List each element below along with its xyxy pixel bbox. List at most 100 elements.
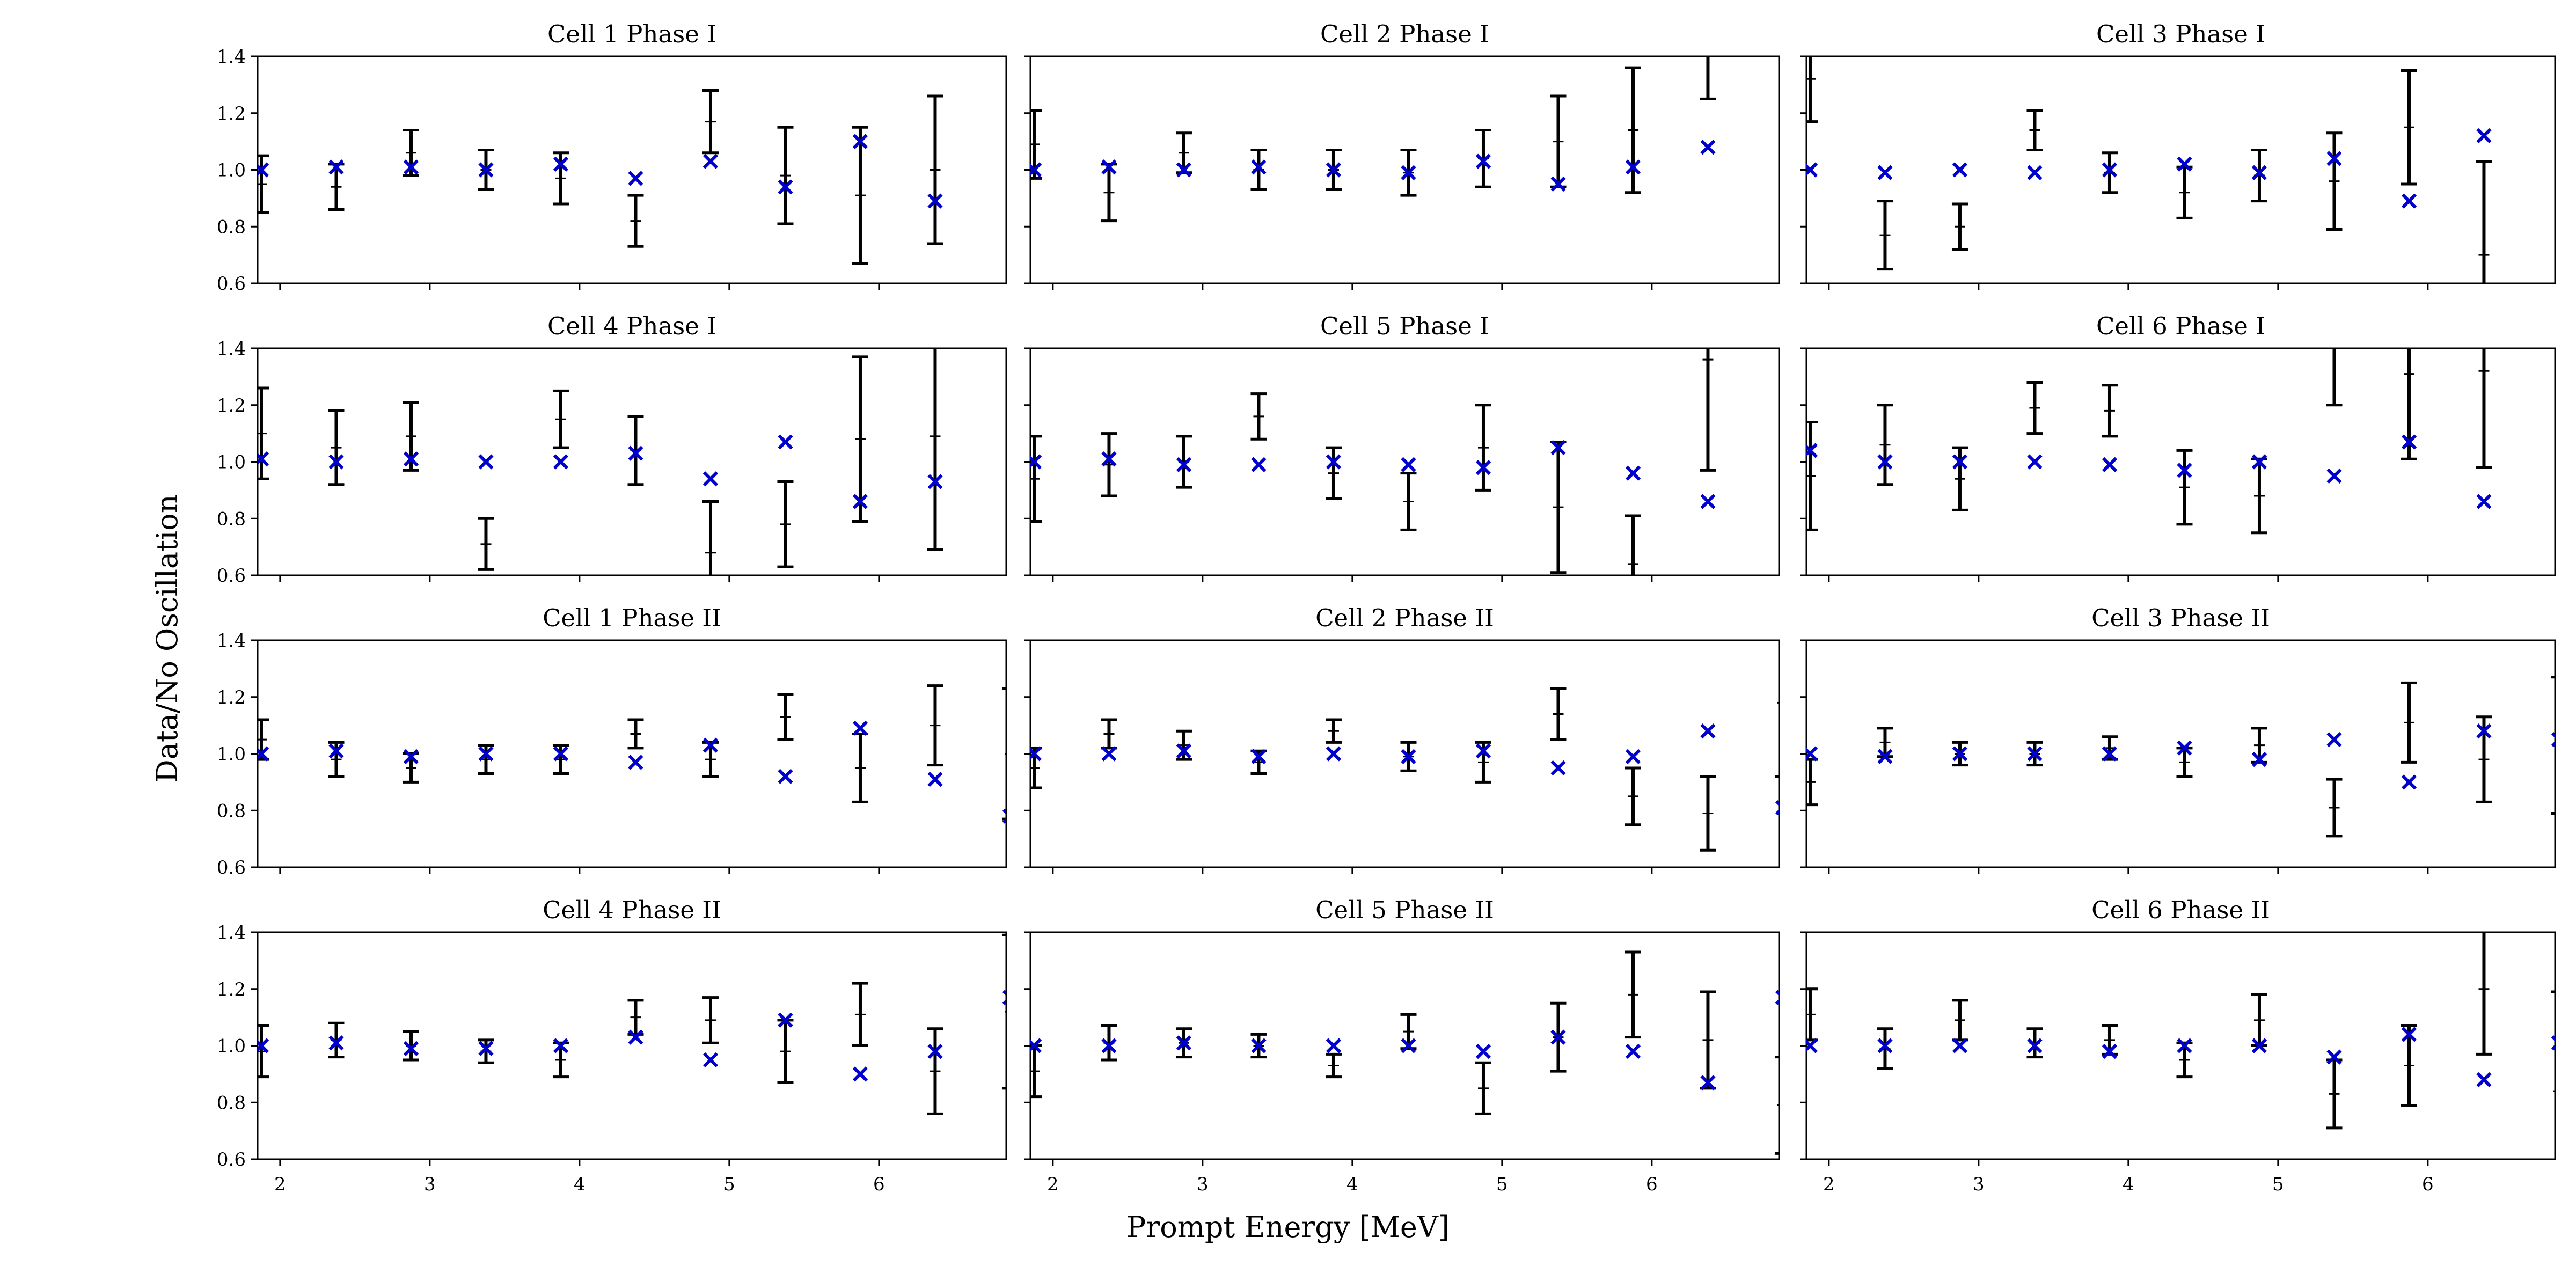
prediction-marker	[1176, 743, 1192, 759]
prediction-stroke	[1326, 746, 1342, 762]
prediction-stroke	[553, 454, 569, 470]
prediction-marker	[553, 1038, 569, 1053]
prediction-stroke	[1251, 749, 1267, 764]
prediction-marker	[1101, 159, 1117, 175]
panel-10: Cell 4 Phase II 0.6 0.8 1.0 1.2 1.4 2 3 4 5 6	[217, 896, 1007, 1195]
prediction-stroke	[1401, 749, 1416, 764]
prediction-marker	[702, 1052, 719, 1068]
y-axis-label: Data/No Oscillation	[150, 495, 184, 783]
prediction-stroke	[628, 445, 643, 461]
prediction-marker	[1326, 454, 1342, 470]
prediction-stroke	[2401, 193, 2417, 209]
y-tick-label: 0.8	[217, 508, 246, 530]
prediction-marker	[2102, 457, 2118, 472]
prediction-marker	[2401, 193, 2417, 209]
prediction-stroke	[1030, 162, 1042, 176]
prediction-marker	[1625, 159, 1641, 175]
prediction-marker	[2326, 468, 2342, 484]
x-tick-label: 4	[574, 1174, 586, 1195]
y-tick-label: 1.0	[217, 1036, 246, 1057]
x-tick-label: 3	[1197, 1174, 1209, 1195]
prediction-stroke	[1475, 459, 1491, 475]
prediction-marker	[1877, 1038, 1893, 1053]
prediction-stroke	[927, 1043, 943, 1059]
x-tick-label: 4	[1346, 1174, 1358, 1195]
prediction-stroke	[1625, 159, 1641, 175]
y-tick-label: 0.6	[217, 857, 246, 879]
panel-marks	[1030, 348, 1716, 575]
prediction-marker	[328, 159, 344, 175]
prediction-marker	[1475, 1043, 1491, 1059]
prediction-stroke	[2476, 723, 2492, 739]
panel-title: Cell 2 Phase I	[1320, 20, 1489, 48]
prediction-stroke	[2251, 454, 2267, 470]
x-tick-label: 6	[873, 1174, 885, 1195]
prediction-stroke	[553, 156, 569, 172]
prediction-marker	[403, 1041, 419, 1056]
prediction-marker	[1002, 808, 1006, 824]
panel-2: Cell 2 Phase I	[1024, 20, 1780, 290]
prediction-stroke	[2027, 454, 2043, 470]
prediction-marker	[2102, 162, 2118, 178]
prediction-marker	[2251, 751, 2267, 767]
prediction-marker	[2027, 1038, 2043, 1053]
prediction-marker	[1176, 162, 1192, 178]
prediction-stroke	[2177, 740, 2192, 756]
prediction-stroke	[1877, 454, 1893, 470]
panel-5: Cell 5 Phase I	[1024, 312, 1780, 582]
prediction-marker	[403, 451, 419, 467]
prediction-marker	[1550, 760, 1566, 776]
prediction-marker	[1806, 746, 1818, 762]
prediction-marker	[1251, 457, 1267, 472]
x-tick-label: 2	[274, 1174, 286, 1195]
prediction-marker	[1700, 494, 1716, 509]
prediction-stroke	[702, 471, 719, 487]
prediction-marker	[927, 771, 943, 787]
prediction-marker	[1952, 1038, 1968, 1053]
prediction-marker	[2401, 774, 2417, 790]
panel-title: Cell 2 Phase II	[1315, 604, 1494, 632]
prediction-stroke	[1251, 159, 1267, 175]
prediction-stroke	[1877, 1038, 1893, 1053]
panel-6: Cell 6 Phase I	[1800, 312, 2556, 582]
panel-frame	[257, 347, 1007, 576]
prediction-stroke	[1550, 1029, 1566, 1045]
prediction-stroke	[2326, 151, 2342, 166]
prediction-marker	[258, 451, 269, 467]
prediction-stroke	[258, 451, 269, 465]
prediction-marker	[852, 1066, 868, 1082]
prediction-stroke	[852, 720, 868, 736]
x-tick-label: 2	[1047, 1174, 1059, 1195]
y-tick-label: 1.2	[217, 103, 246, 125]
prediction-stroke	[2551, 1035, 2555, 1042]
prediction-marker	[852, 494, 868, 509]
prediction-stroke	[927, 474, 943, 489]
prediction-marker	[2177, 740, 2192, 756]
prediction-marker	[1002, 990, 1006, 1005]
prediction-stroke	[1251, 457, 1267, 472]
prediction-marker	[1806, 443, 1818, 458]
panel-marks	[1030, 687, 1779, 852]
prediction-stroke	[403, 749, 419, 764]
panel-1: Cell 1 Phase I 0.6 0.8 1.0 1.2 1.4	[217, 20, 1007, 295]
prediction-marker	[2401, 1027, 2417, 1042]
prediction-stroke	[1401, 457, 1416, 472]
prediction-marker	[1806, 1038, 1818, 1053]
prediction-marker	[1550, 176, 1566, 192]
panel-7: Cell 1 Phase II 0.6 0.8 1.0 1.2 1.4	[217, 604, 1007, 879]
y-tick-label: 0.6	[217, 565, 246, 587]
prediction-stroke	[1251, 1038, 1267, 1053]
prediction-stroke	[1550, 176, 1566, 192]
prediction-stroke	[403, 451, 419, 467]
prediction-stroke	[478, 454, 494, 470]
prediction-stroke	[1877, 165, 1893, 180]
prediction-stroke	[1101, 1038, 1117, 1053]
prediction-stroke	[1030, 1038, 1042, 1052]
y-tick-label: 1.2	[217, 687, 246, 708]
prediction-stroke	[1700, 723, 1716, 739]
prediction-stroke	[628, 755, 643, 770]
panel-marks	[258, 89, 943, 265]
prediction-stroke	[1806, 1038, 1818, 1052]
panel-grid: Cell 1 Phase I 0.6 0.8 1.0 1.2 1.4 Cell 2 Phas…	[217, 20, 2556, 1195]
prediction-stroke	[1475, 1043, 1491, 1059]
